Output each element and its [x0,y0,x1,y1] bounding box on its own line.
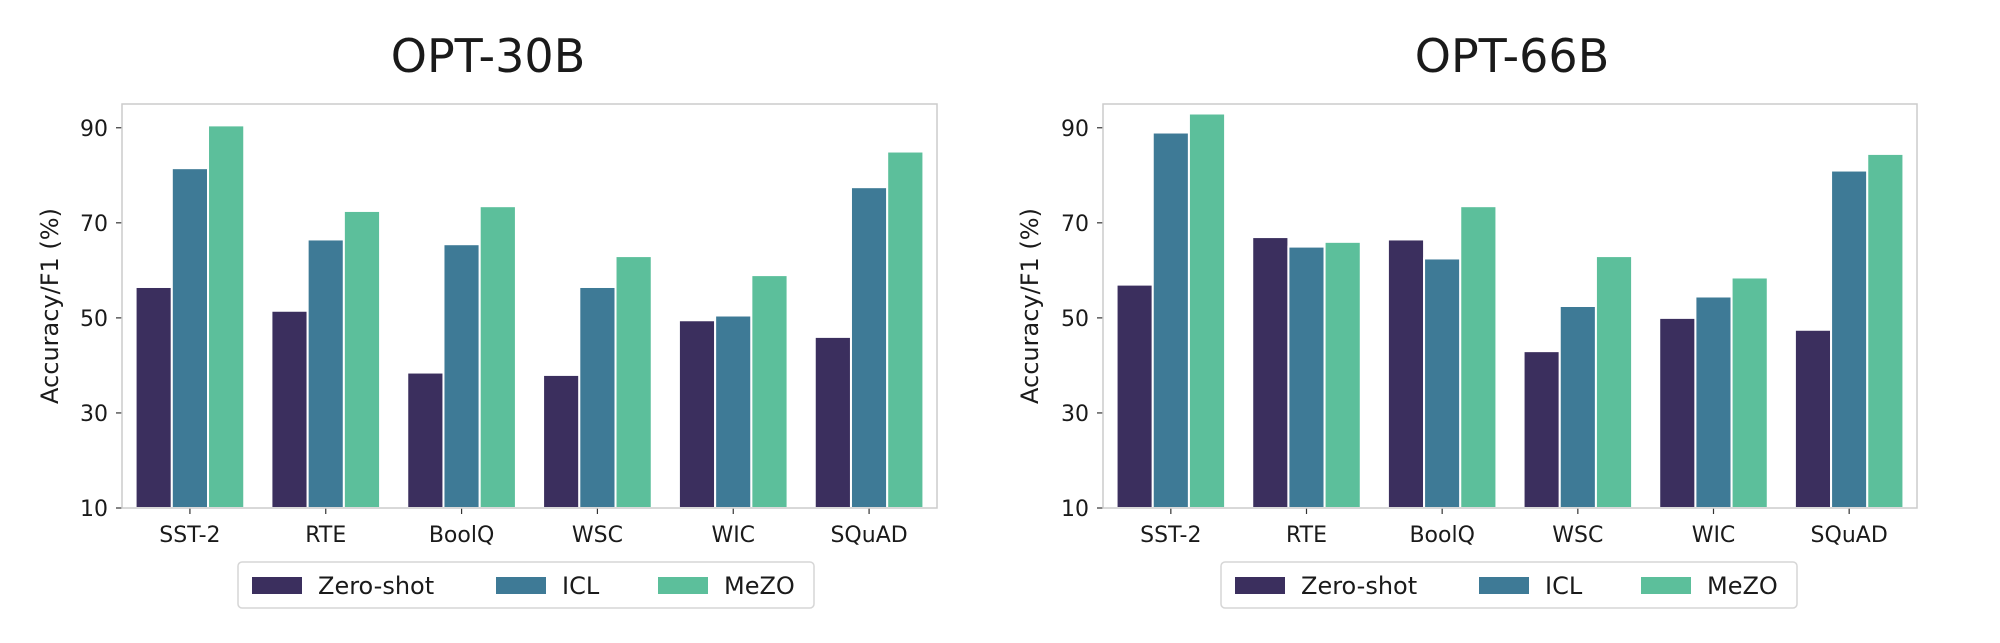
bar-mezo-rte [342,209,382,510]
y-tick-label: 90 [80,117,108,142]
legend-label: ICL [1545,572,1583,600]
chart-1: OPT-30B Accuracy/F1 (%) SST-2 RTE BoolQ WSC WI… [36,29,938,609]
bar-zero-shot-wic [1658,316,1697,509]
legend-label: Zero-shot [1301,572,1417,600]
bar-icl-wsc [578,285,617,509]
x-tick-label: SQuAD [830,523,907,548]
x-tick-label: BoolQ [429,523,494,548]
bar-zero-shot-squad [813,335,852,509]
y-tick-label: 90 [1061,117,1089,142]
legend: Zero-shot ICL MeZO [237,561,815,609]
bar-icl-rte [1287,245,1326,510]
x-tick-label: WSC [572,523,623,548]
x-tick-label: SST-2 [1140,523,1201,548]
bar-icl-squad [1830,169,1869,510]
y-tick-label: 10 [80,497,108,522]
y-tick-label: 50 [80,307,108,332]
plot-frame [121,103,938,509]
bar-icl-squad [849,186,889,509]
plot-frame [1102,103,1918,509]
y-tick-label: 10 [1061,497,1089,522]
x-tick-label: WSC [1552,523,1603,548]
y-axis-label: Accuracy/F1 (%) [36,208,64,404]
bar-zero-shot-wsc [542,373,581,509]
bar-mezo-wsc [614,255,653,509]
x-tick-label: WIC [711,523,755,548]
legend-swatch-icl [496,577,546,594]
bar-mezo-boolq [478,205,517,509]
legend-swatch-zero-shot [252,577,302,594]
bar-icl-rte [306,238,345,509]
bars [1115,112,1905,510]
bar-mezo-squad [886,150,925,509]
bar-icl-sst-2 [1151,131,1190,510]
bar-zero-shot-sst-2 [1115,283,1154,509]
legend-label: Zero-shot [318,572,434,600]
bar-icl-boolq [442,243,481,509]
bar-zero-shot-boolq [1386,238,1426,509]
y-tick-label: 70 [80,212,108,237]
bar-mezo-wic [750,274,789,510]
bar-icl-sst-2 [170,167,210,509]
bar-zero-shot-rte [270,309,309,509]
y-tick-label: 70 [1061,212,1089,237]
bar-icl-wsc [1558,305,1597,509]
x-tick-label: WIC [1692,523,1736,548]
bar-zero-shot-squad [1793,328,1833,509]
legend-label: MeZO [1707,572,1778,600]
y-tick-label: 30 [80,402,108,427]
bar-icl-wic [1694,295,1733,509]
legend-label: ICL [562,572,600,600]
chart-title: OPT-30B [391,29,586,83]
bar-mezo-sst-2 [1187,112,1227,509]
bar-icl-boolq [1423,257,1462,509]
legend-swatch-zero-shot [1235,577,1285,594]
legend: Zero-shot ICL MeZO [1220,561,1798,609]
bar-zero-shot-rte [1251,236,1290,509]
x-tick-label: BoolQ [1409,523,1474,548]
bar-zero-shot-wsc [1522,350,1561,510]
bar-mezo-boolq [1459,205,1498,509]
bars [134,124,925,510]
bar-mezo-wsc [1594,255,1634,509]
y-tick-label: 50 [1061,307,1089,332]
bar-mezo-sst-2 [207,124,246,509]
x-tick-label: SST-2 [159,523,220,548]
bar-mezo-wic [1730,276,1769,510]
legend-label: MeZO [724,572,795,600]
chart-title: OPT-66B [1415,29,1610,83]
x-tick-label: RTE [305,523,346,548]
y-tick-label: 30 [1061,402,1089,427]
bar-mezo-rte [1323,240,1362,509]
bar-zero-shot-boolq [406,371,445,509]
bar-zero-shot-wic [677,319,717,509]
x-tick-label: RTE [1286,523,1327,548]
chart-2: OPT-66B Accuracy/F1 (%) SST-2 RTE BoolQ WSC WI… [1016,29,1918,609]
bar-zero-shot-sst-2 [134,285,173,509]
legend-swatch-mezo [1641,577,1691,594]
x-tick-label: SQuAD [1811,523,1888,548]
bar-icl-wic [714,314,753,509]
y-axis-label: Accuracy/F1 (%) [1016,208,1044,404]
legend-swatch-mezo [658,577,708,594]
bar-mezo-squad [1866,152,1905,509]
legend-swatch-icl [1479,577,1529,594]
